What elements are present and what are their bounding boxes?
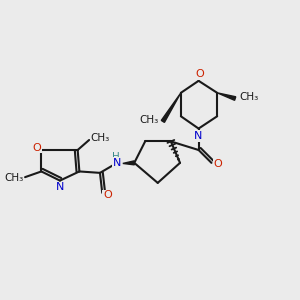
Polygon shape	[123, 161, 134, 165]
Text: O: O	[32, 143, 41, 153]
Text: O: O	[195, 69, 204, 79]
Text: CH₃: CH₃	[140, 115, 159, 125]
Polygon shape	[217, 93, 236, 100]
Polygon shape	[161, 93, 181, 122]
Text: H: H	[112, 152, 120, 162]
Text: N: N	[56, 182, 65, 192]
Text: N: N	[113, 158, 121, 168]
Text: O: O	[213, 159, 222, 169]
Text: CH₃: CH₃	[4, 173, 24, 183]
Text: O: O	[103, 190, 112, 200]
Text: CH₃: CH₃	[239, 92, 258, 102]
Text: N: N	[194, 131, 202, 141]
Text: CH₃: CH₃	[91, 133, 110, 143]
